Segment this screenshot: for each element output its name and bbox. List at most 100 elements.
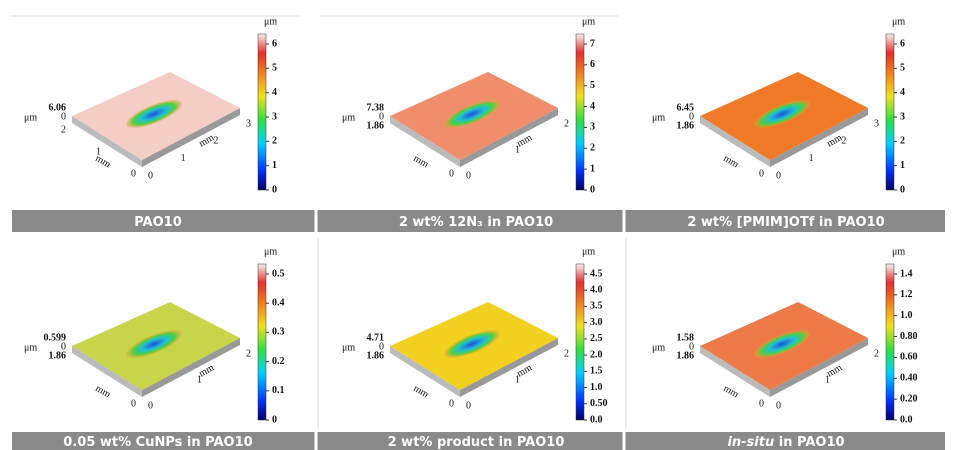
colorbar-tick-label: 2.5: [590, 333, 603, 344]
y-axis-unit: mm: [93, 153, 112, 170]
y-axis-unit: mm: [411, 383, 430, 400]
colorbar-unit: μm: [582, 246, 595, 257]
colorbar-tick-label: 5: [272, 63, 277, 74]
y-axis-unit: mm: [721, 153, 740, 170]
colorbar: [886, 34, 894, 190]
y-tick-label: 0: [759, 168, 764, 179]
colorbar-tick-label: 0.1: [272, 385, 285, 396]
colorbar-tick-label: 5: [590, 80, 595, 91]
x-tick-label: 0: [148, 170, 153, 181]
caption: 2 wt% [PMIM]OTf in PAO10: [687, 215, 884, 230]
colorbar-tick-label: 4.5: [590, 268, 603, 279]
z-min-label: 0: [61, 111, 66, 122]
colorbar: [886, 264, 894, 420]
colorbar-tick-label: 1: [900, 160, 905, 171]
caption: PAO10: [134, 215, 182, 230]
colorbar-tick-label: 0: [900, 184, 905, 195]
x-tick-label: 0: [466, 400, 471, 411]
x-tick-label: 0: [776, 170, 781, 181]
colorbar-tick-label: 0.50: [590, 398, 608, 409]
colorbar-tick-label: 6: [590, 59, 595, 70]
colorbar-tick-label: 0.60: [900, 352, 918, 363]
colorbar: [576, 34, 584, 190]
z-unit: μm: [24, 112, 37, 123]
y-tick-label: 0: [449, 168, 454, 179]
colorbar-tick-label: 6: [900, 38, 905, 49]
colorbar-tick-label: 0.4: [272, 297, 285, 308]
colorbar-tick-label: 0.80: [900, 331, 918, 342]
caption-text: 2 wt% product in PAO10: [388, 435, 565, 450]
colorbar-tick-label: 6: [272, 38, 277, 49]
y-axis-unit: mm: [93, 383, 112, 400]
colorbar-tick-label: 4: [272, 87, 277, 98]
colorbar-tick-label: 0.0: [590, 414, 603, 425]
x-tick-label: 2: [564, 118, 569, 129]
caption: 2 wt% product in PAO10: [388, 435, 565, 450]
colorbar: [258, 34, 266, 190]
panel: μm0.59901.860mm012mmμm00.10.20.30.40.5: [24, 246, 285, 425]
colorbar-tick-label: 3: [590, 122, 595, 133]
colorbar-tick-label: 0: [272, 414, 277, 425]
colorbar-unit: μm: [892, 246, 905, 257]
z-unit: μm: [342, 112, 355, 123]
colorbar-tick-label: 1: [590, 163, 595, 174]
caption-text: PAO10: [134, 215, 182, 230]
colorbar-tick-label: 3: [900, 111, 905, 122]
colorbar-tick-label: 1.4: [900, 268, 913, 279]
x-tick-label: 1: [809, 153, 814, 164]
z-unit: μm: [24, 342, 37, 353]
y-axis-unit: mm: [411, 153, 430, 170]
y-end-label: 1.86: [677, 120, 695, 131]
colorbar-tick-label: 7: [590, 38, 595, 49]
y-end-label: 1.86: [677, 350, 695, 361]
colorbar-tick-label: 0.20: [900, 393, 918, 404]
y-tick-label: 2: [61, 124, 66, 135]
colorbar-tick-label: 1.0: [900, 310, 913, 321]
figure: μm6.060012mm0123mmμm0123456PAO10μm7.3801…: [0, 0, 954, 450]
y-tick-label: 0: [131, 168, 136, 179]
colorbar-tick-label: 1.0: [590, 382, 603, 393]
colorbar-tick-label: 1: [272, 160, 277, 171]
colorbar-tick-label: 2.0: [590, 349, 603, 360]
colorbar-tick-label: 0.2: [272, 356, 285, 367]
colorbar-tick-label: 2: [900, 136, 905, 147]
z-unit: μm: [652, 342, 665, 353]
caption-text: 0.05 wt% CuNPs in PAO10: [63, 435, 252, 450]
colorbar-tick-label: 5: [900, 63, 905, 74]
caption: 0.05 wt% CuNPs in PAO10: [63, 435, 252, 450]
caption: in-situ in PAO10: [727, 435, 844, 450]
panel: μm4.7101.860mm012mmμm0.00.501.01.52.02.5…: [342, 246, 608, 425]
x-tick-label: 3: [246, 118, 251, 129]
colorbar: [576, 264, 584, 420]
colorbar-tick-label: 0.0: [900, 414, 913, 425]
caption: 2 wt% 12N₃ in PAO10: [399, 215, 553, 230]
colorbar-unit: μm: [892, 16, 905, 27]
caption-text: 2 wt% 12N₃ in PAO10: [399, 215, 553, 230]
y-axis-unit: mm: [721, 383, 740, 400]
y-end-label: 1.86: [367, 120, 385, 131]
colorbar-tick-label: 2: [590, 143, 595, 154]
x-tick-label: 1: [181, 153, 186, 164]
colorbar-tick-label: 0.5: [272, 268, 285, 279]
caption-italic: in-situ: [727, 435, 774, 450]
caption-text: 2 wt% [PMIM]OTf in PAO10: [687, 215, 884, 230]
colorbar-tick-label: 3: [272, 111, 277, 122]
colorbar-tick-label: 3.5: [590, 301, 603, 312]
x-tick-label: 2: [564, 348, 569, 359]
colorbar-unit: μm: [582, 16, 595, 27]
colorbar-tick-label: 0: [590, 184, 595, 195]
x-tick-label: 0: [466, 170, 471, 181]
y-tick-label: 0: [759, 398, 764, 409]
colorbar-tick-label: 2: [272, 136, 277, 147]
colorbar-tick-label: 1.5: [590, 366, 603, 377]
colorbar-tick-label: 4.0: [590, 285, 603, 296]
colorbar-tick-label: 4: [900, 87, 905, 98]
x-tick-label: 3: [874, 118, 879, 129]
x-tick-label: 2: [874, 348, 879, 359]
z-unit: μm: [342, 342, 355, 353]
y-end-label: 1.86: [367, 350, 385, 361]
z-unit: μm: [652, 112, 665, 123]
colorbar-unit: μm: [264, 16, 277, 27]
